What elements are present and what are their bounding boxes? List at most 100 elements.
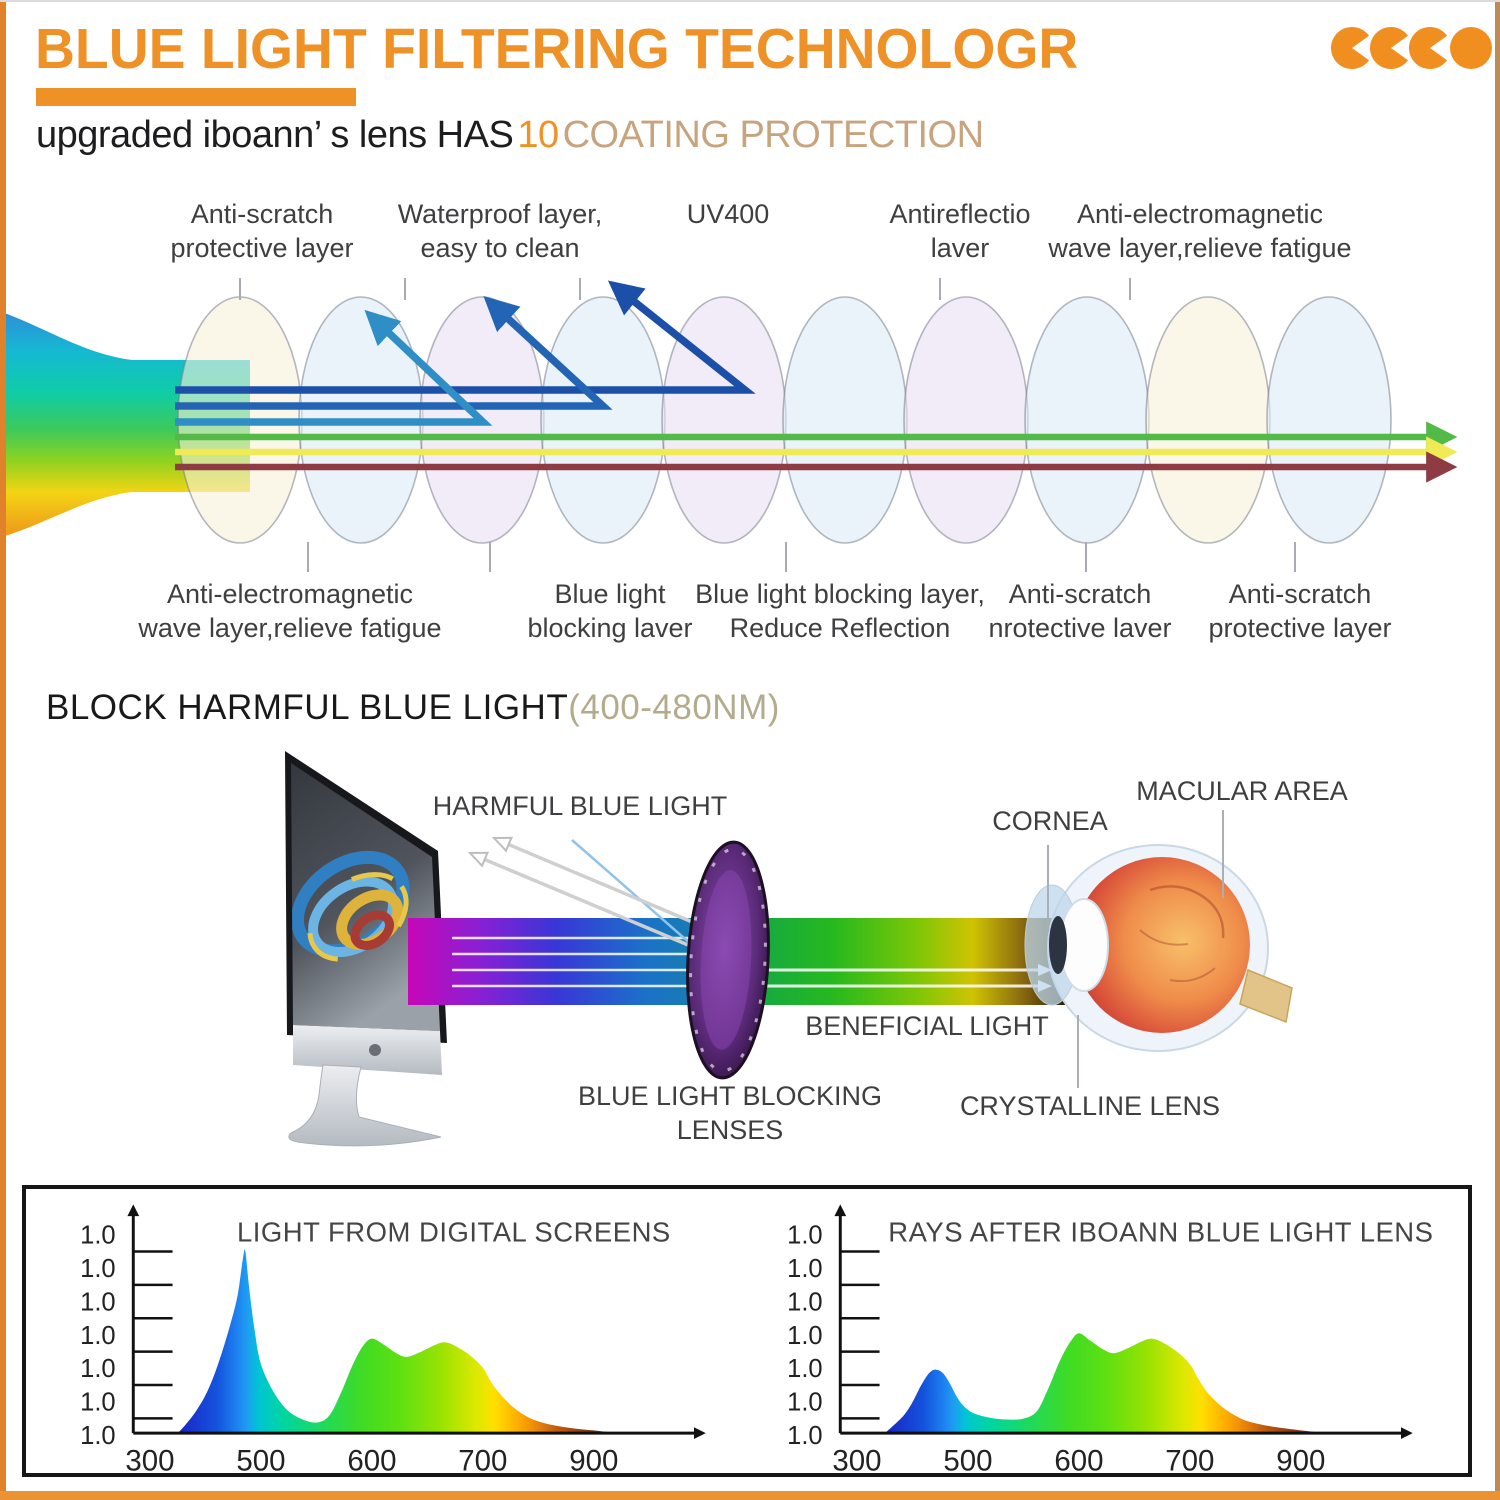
spectrum-curve [177, 1249, 619, 1434]
frame-right [1495, 0, 1500, 1500]
retina-vessel [1149, 885, 1225, 939]
y-tick-label: 1.0 [80, 1322, 115, 1350]
reflected-blue-ray [175, 280, 756, 394]
x-tick-label: 900 [569, 1444, 618, 1472]
brand-logo-icon [1330, 26, 1492, 69]
eye-label-lines [1047, 810, 1224, 1088]
lens-layer [782, 296, 908, 544]
x-tick-label: 300 [832, 1444, 881, 1472]
x-tick-label: 700 [458, 1444, 507, 1472]
reflected-ray [497, 838, 717, 934]
screen-artwork [291, 850, 410, 962]
page-subtitle: upgraded iboann’ s lens HAS 10 COATING PRO… [36, 114, 984, 157]
x-tick-label: 900 [1276, 1444, 1325, 1472]
macular-area-label: MACULAR AREA [1136, 776, 1348, 806]
computer-monitor-illustration [285, 751, 447, 1147]
y-tick-label: 1.0 [787, 1255, 822, 1283]
y-tick-label: 1.0 [80, 1288, 115, 1316]
y-tick-label: 1.0 [787, 1389, 822, 1417]
lens-layer [540, 296, 666, 544]
lens-layer [1266, 296, 1392, 544]
crystalline-lens-shape [1059, 898, 1109, 992]
coating-bottom-label: Anti-scratch protective layer [1208, 579, 1392, 643]
light-path-graphic [408, 810, 1293, 1088]
subtitle-suffix: COATING PROTECTION [562, 114, 984, 156]
reflected-blue-ray [175, 295, 613, 410]
page-title: BLUE LIGHT FILTERING TECHNOLOGR [35, 17, 1079, 81]
frame-bottom [0, 1491, 1500, 1500]
block-harmful-light-section: BLOCK HARMFUL BLUE LIGHT(400-480NM) [0, 680, 1500, 1185]
wavelength-range: (400-480NM) [568, 688, 780, 727]
x-tick-label: 600 [347, 1444, 396, 1472]
coating-bottom-label: Anti-scratch nrotective laver [988, 579, 1172, 643]
lens-layer [1145, 296, 1271, 544]
monitor-chin [293, 1025, 442, 1075]
chart-title: RAYS AFTER IBOANN BLUE LIGHT LENS [888, 1217, 1433, 1248]
chart-title: LIGHT FROM DIGITAL SCREENS [237, 1217, 671, 1248]
coating-bottom-label: Anti-electromagnetic wave layer,relieve f… [138, 579, 442, 643]
blocking-lenses-label: BLUE LIGHT BLOCKING LENSES [577, 1081, 883, 1145]
frame-left [0, 0, 6, 1500]
title-underline-bar [36, 88, 356, 106]
reflected-ray [571, 839, 701, 953]
y-tick-label: 1.0 [80, 1222, 115, 1250]
coating-bottom-label: Blue light blocking laver [527, 579, 693, 643]
chart-light-from-screens: 1.0 1.0 1.0 1.0 1.0 1.0 1.0 300 500 600 700 900 LIGH… [80, 1204, 706, 1472]
monitor-stand [288, 1064, 442, 1147]
coating-top-label: Waterproof layer, easy to clean [397, 199, 603, 263]
harmful-light-beam [408, 918, 738, 1005]
label-tick-lines [239, 278, 1296, 572]
coating-layers-diagram: Anti-scratch protective layer Waterproof … [0, 0, 1500, 680]
spectrum-charts-box: 1.0 1.0 1.0 1.0 1.0 1.0 1.0 300 500 600 700 900 LIGH… [22, 1185, 1472, 1477]
x-tick-label: 700 [1165, 1444, 1214, 1472]
beam-ray-lines [452, 936, 1038, 988]
coating-top-label: Anti-scratch protective layer [170, 199, 354, 263]
crystalline-lens-label: CRYSTALLINE LENS [959, 1091, 1221, 1121]
cornea-label: CORNEA [992, 806, 1108, 836]
frame-top [0, 0, 1500, 2]
light-rays [175, 280, 1458, 483]
monitor-logo-dot [369, 1044, 381, 1056]
coating-top-label: Anti-electromagnetic wave layer,relieve f… [1048, 199, 1352, 263]
reflected-blue-ray [175, 309, 493, 426]
x-tick-label: 500 [236, 1444, 285, 1472]
y-tick-label: 1.0 [787, 1222, 822, 1250]
reflected-ray-arrowheads [467, 836, 513, 868]
reflected-ray [473, 853, 701, 952]
harmful-light-label: HARMFUL BLUE LIGHT [432, 791, 728, 821]
lens-layer-stack [177, 296, 1392, 544]
y-tick-label: 1.0 [80, 1255, 115, 1283]
subtitle-number: 10 [517, 114, 559, 156]
y-tick-label: 1.0 [787, 1355, 822, 1383]
x-tick-label: 500 [943, 1444, 992, 1472]
y-tick-label: 1.0 [787, 1288, 822, 1316]
spectrum-curve [884, 1333, 1321, 1434]
coating-top-label: UV400 [686, 199, 770, 229]
section-title: BLOCK HARMFUL BLUE LIGHT(400-480NM) [46, 688, 780, 727]
coating-bottom-label: Blue light blocking layer, Reduce Reflect… [695, 579, 985, 643]
y-tick-label: 1.0 [80, 1389, 115, 1417]
y-tick-label: 1.0 [80, 1355, 115, 1383]
chart-rays-after-lens: 1.0 1.0 1.0 1.0 1.0 1.0 1.0 300 500 600 700 900 RAYS… [787, 1204, 1433, 1472]
y-tick-label: 1.0 [787, 1422, 822, 1450]
coating-top-label: Antireflectio laver [889, 199, 1031, 263]
x-tick-label: 300 [125, 1444, 174, 1472]
beneficial-light-label: BENEFICIAL LIGHT [805, 1011, 1049, 1041]
x-tick-label: 600 [1054, 1444, 1103, 1472]
lens-layer [1024, 296, 1150, 544]
x-axis-arrow [1400, 1427, 1413, 1440]
y-tick-label: 1.0 [787, 1322, 822, 1350]
lens-layer [903, 296, 1029, 544]
y-axis-arrow [834, 1204, 847, 1217]
eye-illustration [1024, 844, 1293, 1052]
blue-light-blocking-lens [686, 840, 770, 1080]
optic-nerve [1239, 968, 1293, 1024]
pupil [1049, 916, 1067, 974]
x-axis-arrow [693, 1427, 706, 1440]
lens-layers-graphic [2, 278, 1458, 572]
beneficial-light-beam [735, 918, 1065, 1005]
subtitle-prefix: upgraded iboann’ s lens HAS [36, 114, 514, 156]
retina-vessel [1139, 929, 1216, 983]
y-tick-label: 1.0 [80, 1422, 115, 1450]
y-axis-arrow [127, 1204, 140, 1217]
